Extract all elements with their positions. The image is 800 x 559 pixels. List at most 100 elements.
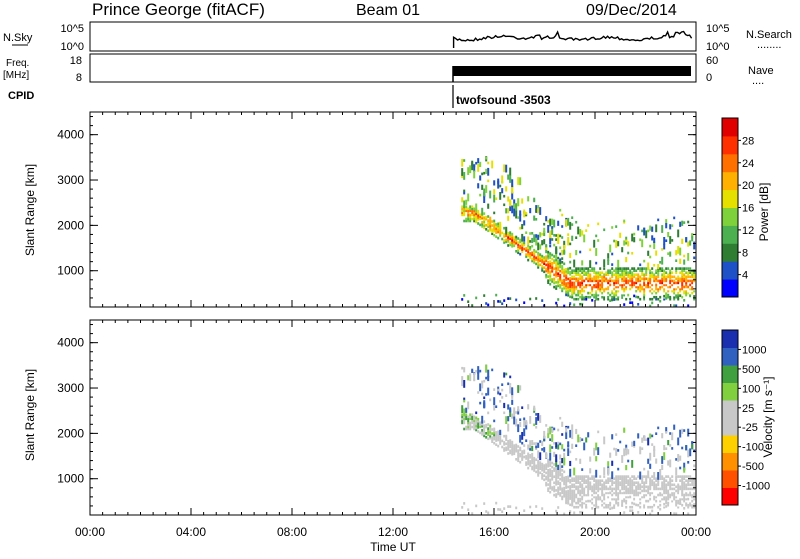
heatmap-cell xyxy=(545,267,548,271)
heatmap-cell xyxy=(597,281,600,285)
heatmap-cell xyxy=(679,485,682,489)
heatmap-cell xyxy=(633,294,636,298)
heatmap-cell xyxy=(629,279,632,283)
heatmap-cell xyxy=(469,425,472,429)
heatmap-cell xyxy=(673,495,676,499)
heatmap-cell xyxy=(559,416,562,420)
heatmap-cell xyxy=(657,264,660,270)
heatmap-cell xyxy=(545,255,548,258)
heatmap-cell xyxy=(477,417,480,421)
heatmap-cell xyxy=(617,501,620,505)
heatmap-cell xyxy=(487,375,490,382)
heatmap-cell xyxy=(601,485,604,489)
heatmap-cell xyxy=(643,505,646,509)
heatmap-cell xyxy=(553,234,556,237)
heatmap-cell xyxy=(569,495,572,498)
heatmap-cell xyxy=(569,221,572,230)
heatmap-cell xyxy=(659,279,662,283)
heatmap-cell xyxy=(549,252,552,255)
heatmap-cell xyxy=(671,499,674,503)
heatmap-cell xyxy=(471,370,474,373)
heatmap-cell xyxy=(505,238,508,242)
heatmap-cell xyxy=(523,428,526,437)
heatmap-cell xyxy=(483,218,486,221)
heatmap-cell xyxy=(613,298,616,301)
heatmap-cell xyxy=(679,455,682,461)
heatmap-cell xyxy=(491,428,494,431)
heatmap-cell xyxy=(569,503,572,507)
heatmap-cell xyxy=(573,275,576,279)
heatmap-cell xyxy=(481,207,484,216)
heatmap-cell xyxy=(683,429,686,432)
heatmap-cell xyxy=(503,299,506,302)
heatmap-cell xyxy=(681,477,684,480)
heatmap-cell xyxy=(629,275,632,279)
heatmap-cell xyxy=(581,271,584,274)
heatmap-cell xyxy=(549,230,552,239)
heatmap-cell xyxy=(651,509,654,513)
heatmap-cell xyxy=(639,275,642,279)
heatmap-cell xyxy=(629,289,632,293)
heatmap-cell xyxy=(651,443,654,446)
heatmap-cell xyxy=(671,493,674,497)
heatmap-cell xyxy=(473,170,476,179)
heatmap-cell xyxy=(485,185,488,193)
heatmap-cell xyxy=(565,268,568,271)
heatmap-cell xyxy=(595,501,598,505)
heatmap-cell xyxy=(573,297,576,301)
heatmap-cell xyxy=(661,483,664,487)
heatmap-cell xyxy=(597,491,600,495)
heatmap-cell xyxy=(569,491,572,494)
heatmap-cell xyxy=(623,448,626,457)
heatmap-cell xyxy=(507,215,510,221)
heatmap-cell xyxy=(471,209,474,213)
heatmap-cell xyxy=(569,295,572,299)
heatmap-cell xyxy=(569,271,572,274)
heatmap-cell xyxy=(487,429,490,432)
heatmap-cell xyxy=(631,273,634,276)
heatmap-cell xyxy=(657,287,660,291)
heatmap-cell xyxy=(475,422,478,426)
heatmap-cell xyxy=(617,281,620,285)
heatmap-cell xyxy=(549,486,552,490)
heatmap-cell xyxy=(513,446,516,449)
heatmap-cell xyxy=(685,485,688,489)
heatmap-cell xyxy=(663,297,666,301)
heatmap-cell xyxy=(617,485,620,489)
heatmap-cell xyxy=(495,227,498,230)
heatmap-cell xyxy=(575,495,578,499)
heatmap-cell xyxy=(553,427,556,431)
heatmap-cell xyxy=(673,287,676,291)
heatmap-cell xyxy=(663,275,666,279)
heatmap-cell xyxy=(577,491,580,495)
heatmap-cell xyxy=(597,273,600,276)
heatmap-cell xyxy=(563,280,566,284)
heatmap-cell xyxy=(677,295,680,299)
heatmap-cell xyxy=(465,209,468,213)
heatmap-cell xyxy=(655,479,658,482)
heatmap-cell xyxy=(517,455,520,458)
heatmap-cell xyxy=(637,279,640,283)
heatmap-cell xyxy=(631,271,634,274)
heatmap-cell xyxy=(537,242,540,251)
heatmap-cell xyxy=(671,287,674,291)
heatmap-cell xyxy=(587,432,590,438)
heatmap-cell xyxy=(643,475,646,478)
heatmap-cell xyxy=(621,489,624,493)
heatmap-cell xyxy=(683,289,686,293)
heatmap-cell xyxy=(631,281,634,285)
heatmap-cell xyxy=(617,259,620,268)
heatmap-cell xyxy=(547,471,550,474)
heatmap-cell xyxy=(521,248,524,251)
heatmap-cell xyxy=(473,427,476,431)
heatmap-cell xyxy=(497,228,500,232)
heatmap-cell xyxy=(515,210,518,219)
heatmap-cell xyxy=(605,481,608,484)
heatmap-cell xyxy=(525,455,528,458)
heatmap-cell xyxy=(623,269,626,272)
heatmap-cell xyxy=(523,301,526,304)
heatmap-cell xyxy=(661,495,664,499)
heatmap-cell xyxy=(505,448,508,452)
heatmap-cell xyxy=(575,277,578,281)
heatmap-cell xyxy=(519,434,522,443)
